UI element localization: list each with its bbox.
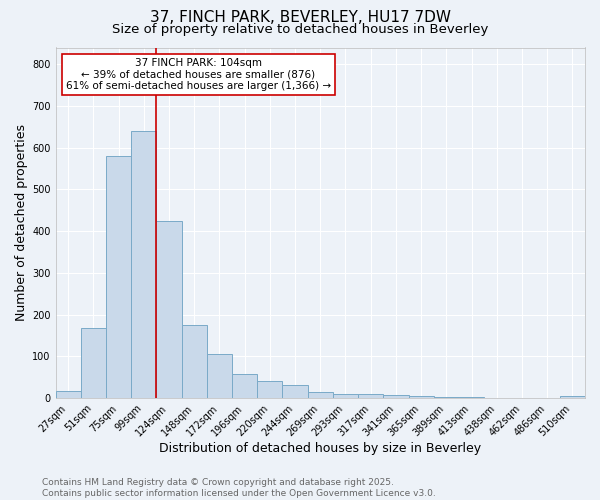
Bar	[257, 382, 283, 398]
Text: Contains HM Land Registry data © Crown copyright and database right 2025.
Contai: Contains HM Land Registry data © Crown c…	[42, 478, 436, 498]
Y-axis label: Number of detached properties: Number of detached properties	[15, 124, 28, 322]
Bar	[333, 394, 358, 398]
Bar	[182, 325, 207, 398]
Bar	[81, 328, 106, 398]
Bar	[131, 131, 157, 398]
Bar	[283, 384, 308, 398]
X-axis label: Distribution of detached houses by size in Beverley: Distribution of detached houses by size …	[159, 442, 481, 455]
Bar	[157, 220, 182, 398]
Bar	[56, 390, 81, 398]
Bar	[207, 354, 232, 398]
Bar	[434, 397, 459, 398]
Bar	[459, 397, 484, 398]
Bar	[358, 394, 383, 398]
Bar	[106, 156, 131, 398]
Bar	[383, 394, 409, 398]
Bar	[560, 396, 585, 398]
Text: Size of property relative to detached houses in Beverley: Size of property relative to detached ho…	[112, 22, 488, 36]
Text: 37, FINCH PARK, BEVERLEY, HU17 7DW: 37, FINCH PARK, BEVERLEY, HU17 7DW	[149, 10, 451, 25]
Text: 37 FINCH PARK: 104sqm
← 39% of detached houses are smaller (876)
61% of semi-det: 37 FINCH PARK: 104sqm ← 39% of detached …	[66, 58, 331, 91]
Bar	[308, 392, 333, 398]
Bar	[232, 374, 257, 398]
Bar	[409, 396, 434, 398]
